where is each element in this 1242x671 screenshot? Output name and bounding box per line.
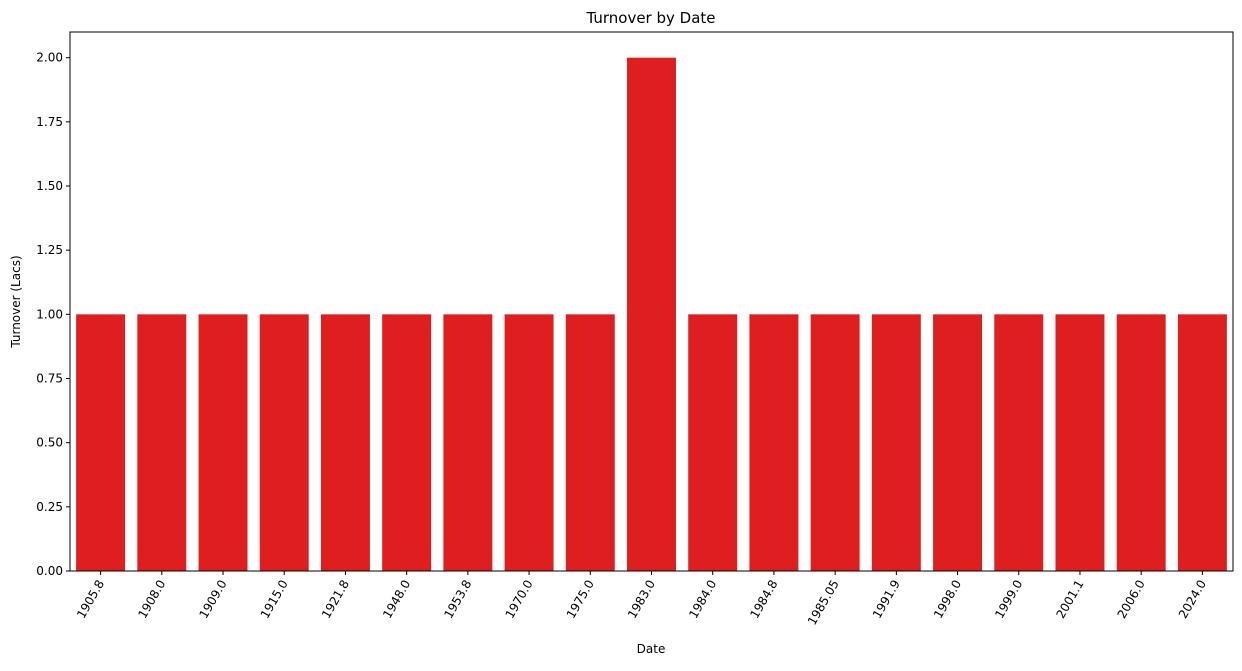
y-tick-label-0: 0.00 xyxy=(36,564,63,578)
x-tick-label-0: 1905.8 xyxy=(74,578,107,621)
x-tick-label-6: 1953.8 xyxy=(441,578,474,621)
y-tick-label-3: 0.75 xyxy=(36,372,63,386)
x-tick-label-1: 1908.0 xyxy=(135,578,168,621)
bar-7 xyxy=(504,314,554,571)
y-tick-label-6: 1.50 xyxy=(36,179,63,193)
bar-14 xyxy=(933,314,983,571)
x-tick-label-15: 1999.0 xyxy=(992,578,1025,621)
bar-8 xyxy=(565,314,615,571)
bar-18 xyxy=(1177,314,1227,571)
x-tick-label-5: 1948.0 xyxy=(380,578,413,621)
bar-10 xyxy=(688,314,738,571)
x-tick-label-17: 2006.0 xyxy=(1115,578,1148,621)
y-tick-label-7: 1.75 xyxy=(36,115,63,129)
x-tick-label-11: 1984.8 xyxy=(747,578,780,621)
bar-12 xyxy=(810,314,860,571)
x-tick-label-7: 1970.0 xyxy=(503,578,536,621)
x-axis-label: Date xyxy=(637,642,666,656)
x-tick-label-2: 1909.0 xyxy=(197,578,230,621)
x-tick-label-4: 1921.8 xyxy=(319,578,352,621)
y-tick-label-2: 0.50 xyxy=(36,436,63,450)
bar-4 xyxy=(320,314,370,571)
x-tick-label-9: 1983.0 xyxy=(625,578,658,621)
x-axis-ticks: 1905.8 1908.0 1909.0 1915.0 1921.8 1948.0 1953… xyxy=(74,571,1209,627)
y-axis-ticks: 0.00 0.25 0.50 0.75 1.00 1.25 1.50 1.75 2.00 xyxy=(36,51,70,578)
bar-17 xyxy=(1116,314,1166,571)
bar-9 xyxy=(627,57,676,571)
x-tick-label-14: 1998.0 xyxy=(931,578,964,621)
y-tick-label-1: 0.25 xyxy=(36,500,63,514)
y-tick-label-5: 1.25 xyxy=(36,243,63,257)
plot-frame xyxy=(69,31,1234,572)
x-tick-label-3: 1915.0 xyxy=(258,578,291,621)
x-tick-label-12: 1985.05 xyxy=(805,578,842,628)
x-tick-label-10: 1984.0 xyxy=(686,578,719,621)
bar-3 xyxy=(259,314,309,571)
bar-6 xyxy=(443,314,493,571)
x-tick-label-13: 1991.9 xyxy=(870,578,903,621)
chart-title: Turnover by Date xyxy=(585,9,715,27)
y-tick-label-8: 2.00 xyxy=(36,51,63,65)
bars xyxy=(76,57,1227,571)
bar-2 xyxy=(198,314,248,571)
x-tick-label-8: 1975.0 xyxy=(564,578,597,621)
y-tick-label-4: 1.00 xyxy=(36,307,63,321)
y-axis-label: Turnover (Lacs) xyxy=(9,255,23,348)
bar-15 xyxy=(994,314,1044,571)
bar-13 xyxy=(871,314,921,571)
bar-16 xyxy=(1055,314,1105,571)
x-tick-label-16: 2001.1 xyxy=(1053,578,1086,621)
x-tick-label-18: 2024.0 xyxy=(1176,578,1209,621)
bar-11 xyxy=(749,314,799,571)
bar-0 xyxy=(76,314,126,571)
bar-1 xyxy=(137,314,187,571)
bar-5 xyxy=(382,314,432,571)
